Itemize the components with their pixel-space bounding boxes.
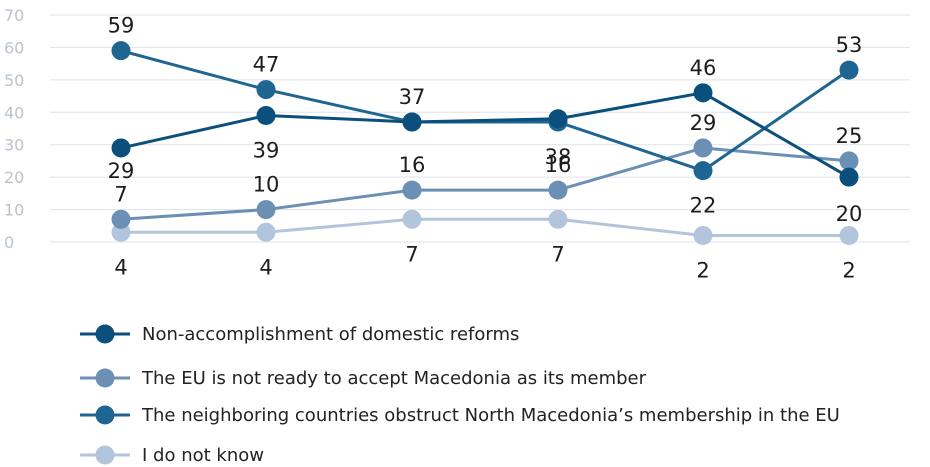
legend-item: Non-accomplishment of domestic reforms (80, 324, 519, 345)
data-label: 10 (253, 173, 280, 197)
data-point (548, 209, 568, 229)
legend-item: I do not know (80, 445, 264, 466)
data-point (693, 161, 713, 181)
data-point (839, 226, 859, 246)
data-point (693, 138, 713, 158)
data-label: 29 (690, 111, 717, 135)
data-label: 59 (108, 14, 135, 38)
series-lines (120, 49, 850, 238)
legend-label: I do not know (142, 445, 264, 466)
data-point (548, 180, 568, 200)
data-point (402, 209, 422, 229)
series-points (111, 41, 859, 246)
data-label: 29 (108, 159, 135, 183)
data-label: 53 (836, 33, 863, 57)
data-label: 2 (696, 259, 709, 283)
data-label: 20 (836, 202, 863, 226)
data-point (402, 180, 422, 200)
data-label: 38 (545, 145, 572, 169)
data-point (693, 226, 713, 246)
y-axis-ticks: 0 10 20 30 40 50 60 70 (4, 6, 24, 252)
data-label: 46 (690, 56, 717, 80)
data-point (839, 60, 859, 80)
data-point (548, 109, 568, 129)
legend-item: The neighboring countries obstruct North… (80, 405, 840, 426)
data-label: 37 (399, 85, 426, 109)
legend-marker (95, 405, 115, 425)
data-label: 47 (253, 53, 280, 77)
data-label: 25 (836, 124, 863, 148)
y-tick-label: 10 (4, 201, 24, 220)
legend: Non-accomplishment of domestic reforms Th… (80, 324, 840, 466)
y-tick-label: 0 (4, 233, 14, 252)
legend-marker (95, 368, 115, 388)
y-tick-label: 20 (4, 168, 24, 187)
data-point (839, 167, 859, 187)
y-tick-label: 70 (4, 6, 24, 25)
legend-marker (95, 324, 115, 344)
data-label: 7 (405, 242, 418, 266)
y-tick-label: 60 (4, 38, 24, 57)
y-tick-label: 50 (4, 71, 24, 90)
legend-marker (95, 445, 115, 465)
data-point (256, 200, 276, 220)
data-point (256, 222, 276, 242)
y-tick-label: 30 (4, 136, 24, 155)
series-line (120, 91, 850, 179)
grid-lines (50, 14, 910, 243)
data-label: 7 (114, 182, 127, 206)
data-label: 22 (690, 194, 717, 218)
data-label: 16 (545, 153, 572, 177)
data-label: 4 (259, 255, 272, 279)
data-label: 7 (551, 242, 564, 266)
data-label: 16 (399, 153, 426, 177)
legend-label: The EU is not ready to accept Macedonia … (141, 368, 647, 389)
data-point (693, 83, 713, 103)
data-point (111, 209, 131, 229)
data-point (839, 151, 859, 171)
series-line (120, 146, 850, 221)
data-label: 4 (114, 255, 127, 279)
series-line (120, 49, 850, 173)
legend-item: The EU is not ready to accept Macedonia … (80, 368, 647, 389)
data-point (256, 80, 276, 100)
data-point (111, 41, 131, 61)
data-label: 39 (253, 139, 280, 163)
data-label: 2 (842, 259, 855, 283)
data-point (111, 138, 131, 158)
data-point (256, 106, 276, 126)
legend-label: The neighboring countries obstruct North… (141, 405, 840, 426)
legend-label: Non-accomplishment of domestic reforms (142, 324, 519, 345)
y-tick-label: 40 (4, 103, 24, 122)
series-line (121, 217, 849, 238)
data-point (402, 112, 422, 132)
